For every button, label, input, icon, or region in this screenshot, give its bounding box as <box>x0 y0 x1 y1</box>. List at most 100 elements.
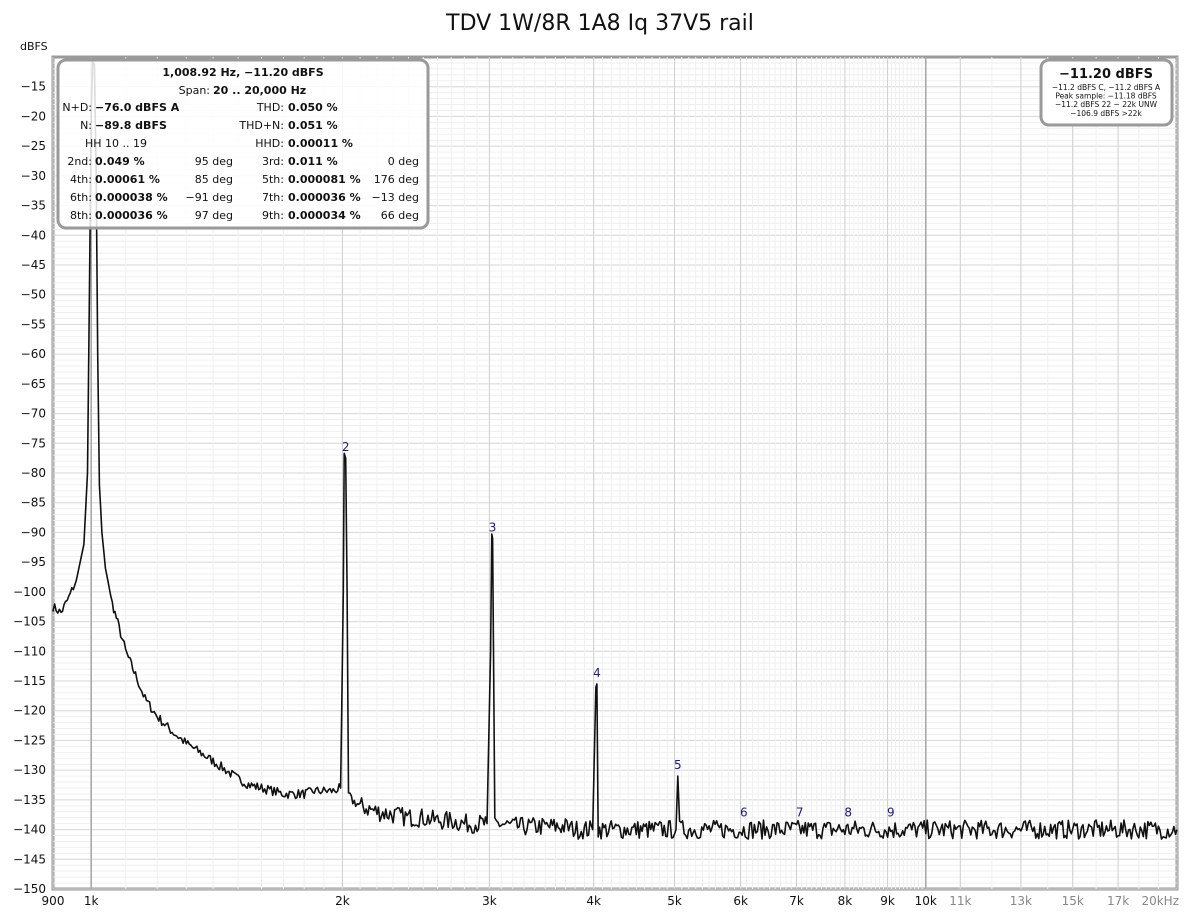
level-line: −11.2 dBFS C, −11.2 dBFS A <box>1052 83 1161 92</box>
level-box: −11.20 dBFS −11.2 dBFS C, −11.2 dBFS APe… <box>1039 58 1174 127</box>
x-tick-label: 17k <box>1107 894 1129 908</box>
y-tick-label: −125 <box>13 733 46 747</box>
level-line: −106.9 dBFS >22k <box>1070 109 1142 118</box>
harmonic-row-phase: 95 deg <box>195 155 233 168</box>
harmonic-row-value: 0.000038 % <box>95 191 168 204</box>
info-thdn-label: THD+N: <box>238 119 284 132</box>
harmonic-row-value: 0.011 % <box>288 155 338 168</box>
y-tick-label: −55 <box>21 317 46 331</box>
harmonic-row-value: 0.000036 % <box>288 191 361 204</box>
harmonic-label: 7 <box>796 806 804 820</box>
info-span-label: Span: <box>179 84 210 97</box>
harmonic-row-phase: 0 deg <box>388 155 419 168</box>
harmonic-row-label: 9th: <box>262 209 284 222</box>
info-box-frame <box>56 58 430 230</box>
x-tick-label: 3k <box>482 894 497 908</box>
harmonic-label: 2 <box>342 440 350 454</box>
y-tick-label: −25 <box>21 139 46 153</box>
x-tick-label: 15k <box>1062 894 1084 908</box>
spectrum-trace <box>52 61 1178 840</box>
harmonic-row-phase: 85 deg <box>195 173 233 186</box>
y-tick-label: −135 <box>13 793 46 807</box>
x-tick-label: 9k <box>880 894 895 908</box>
harmonic-label: 9 <box>887 806 895 820</box>
y-tick-label: −105 <box>13 615 46 629</box>
harmonic-label: 3 <box>489 520 497 534</box>
x-tick-label: 11k <box>949 894 971 908</box>
harmonic-label: 4 <box>593 666 601 680</box>
harmonics-info-box: 1,008.92 Hz, −11.20 dBFS Span: 20 .. 20,… <box>56 58 430 230</box>
harmonic-row-label: 7th: <box>262 191 284 204</box>
harmonic-row-value: 0.049 % <box>95 155 145 168</box>
x-tick-label: 10k <box>915 894 937 908</box>
x-tick-label: 1k <box>84 894 99 908</box>
chart-title: TDV 1W/8R 1A8 Iq 37V5 rail <box>445 11 754 36</box>
y-tick-label: −115 <box>13 674 46 688</box>
harmonic-row-label: 5th: <box>262 173 284 186</box>
x-tick-labels: 900 1k 2k 3k 4k 5k 6k 7k 8k 9k 10k 11k 13k 15k 17k 20kH… <box>42 894 1179 908</box>
harmonic-row-label: 2nd: <box>67 155 92 168</box>
level-line: Peak sample: −11.18 dBFS <box>1055 92 1157 101</box>
y-tick-label: −65 <box>21 377 46 391</box>
y-tick-label: −80 <box>21 466 46 480</box>
harmonic-label: 5 <box>674 758 682 772</box>
y-tick-label: −15 <box>21 80 46 94</box>
harmonic-row-label: 4th: <box>70 173 92 186</box>
harmonic-label: 6 <box>740 806 748 820</box>
y-tick-label: −90 <box>21 525 46 539</box>
harmonic-row-phase: 176 deg <box>374 173 419 186</box>
y-tick-label: −130 <box>13 763 46 777</box>
info-thd-value: 0.050 % <box>288 101 338 114</box>
y-tick-label: −100 <box>13 585 46 599</box>
x-tick-label: 6k <box>733 894 748 908</box>
level-box-frame <box>1039 58 1174 127</box>
info-nd-label: N+D: <box>62 101 92 114</box>
level-main: −11.20 dBFS <box>1059 67 1153 82</box>
y-tick-label: −45 <box>21 258 46 272</box>
y-tick-label: −75 <box>21 436 46 450</box>
harmonic-row-phase: 97 deg <box>195 209 233 222</box>
info-header: 1,008.92 Hz, −11.20 dBFS <box>162 66 323 79</box>
x-tick-label: 5k <box>667 894 682 908</box>
harmonic-row-value: 0.000081 % <box>288 173 361 186</box>
harmonic-row-value: 0.000034 % <box>288 209 361 222</box>
y-axis-label: dBFS <box>20 40 48 53</box>
harmonic-row-label: 6th: <box>70 191 92 204</box>
harmonic-row-value: 0.00061 % <box>95 173 160 186</box>
x-tick-label: 8k <box>838 894 853 908</box>
harmonic-label: 8 <box>844 806 852 820</box>
y-tick-label: −95 <box>21 555 46 569</box>
info-thdn-value: 0.051 % <box>288 119 338 132</box>
info-hh-label: HH 10 .. 19 <box>85 137 147 150</box>
y-tick-label: −150 <box>13 882 46 896</box>
harmonic-row-label: 3rd: <box>262 155 284 168</box>
x-tick-label: 13k <box>1010 894 1032 908</box>
y-tick-label: −120 <box>13 704 46 718</box>
y-tick-labels: −15 −20 −25 −30 −35 −40 −45 −50 −55 −60 −65 −70 −75 −… <box>13 80 46 896</box>
info-n-value: −89.8 dBFS <box>95 119 167 132</box>
y-tick-label: −35 <box>21 199 46 213</box>
harmonic-row-value: 0.000036 % <box>95 209 168 222</box>
harmonic-row-phase: −91 deg <box>186 191 233 204</box>
x-tick-label: 4k <box>586 894 601 908</box>
info-thd-label: THD: <box>256 101 284 114</box>
info-hhd-value: 0.00011 % <box>288 137 353 150</box>
x-tick-label: 7k <box>789 894 804 908</box>
y-tick-label: −145 <box>13 852 46 866</box>
y-tick-label: −40 <box>21 228 46 242</box>
y-tick-label: −60 <box>21 347 46 361</box>
info-span-value: 20 .. 20,000 Hz <box>213 84 306 97</box>
harmonic-row-label: 8th: <box>70 209 92 222</box>
y-tick-label: −110 <box>13 644 46 658</box>
y-tick-label: −85 <box>21 496 46 510</box>
harmonic-markers: 2 3 4 5 6 7 8 9 <box>342 440 895 819</box>
info-nd-value: −76.0 dBFS A <box>95 101 180 114</box>
y-tick-label: −70 <box>21 407 46 421</box>
info-hhd-label: HHD: <box>255 137 284 150</box>
level-line: −11.2 dBFS 22 − 22k UNW <box>1055 100 1158 109</box>
info-n-label: N: <box>80 119 92 132</box>
x-tick-label: 20kHz <box>1141 894 1179 908</box>
